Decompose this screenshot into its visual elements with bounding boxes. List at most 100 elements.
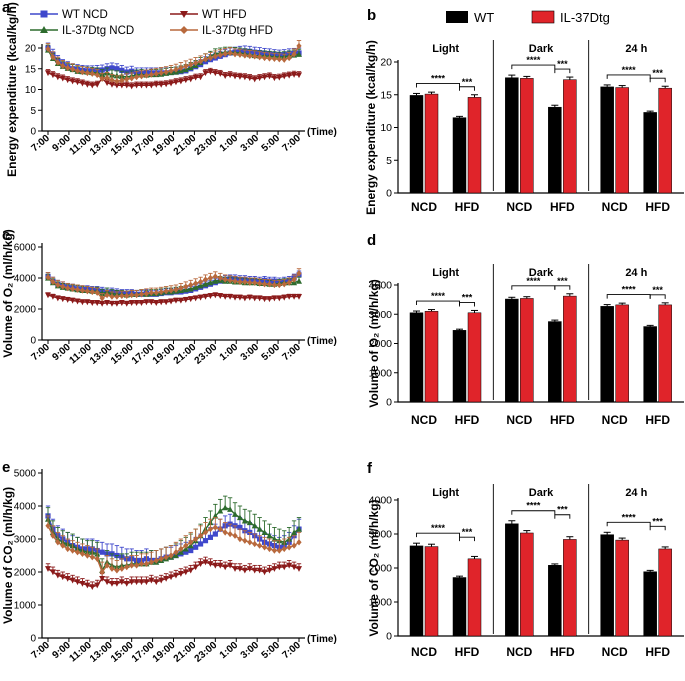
bar-il37dtg (563, 295, 577, 403)
data-point (222, 276, 228, 283)
x-tick-label: 15:00 (109, 342, 136, 367)
significance-bracket (554, 514, 571, 519)
series-line (47, 70, 300, 87)
significance-label: **** (431, 73, 446, 83)
legend-label-il37: IL-37Dtg (560, 10, 610, 25)
bar-il37dtg (658, 87, 672, 194)
data-point (89, 288, 95, 296)
data-point (89, 82, 96, 89)
data-point (163, 553, 169, 561)
legend-item-il37: IL-37Dtg (531, 10, 610, 25)
y-tick-label: 10 (380, 122, 392, 134)
data-point (227, 277, 233, 284)
data-point (163, 287, 169, 295)
significance-label: **** (431, 523, 446, 533)
data-point (55, 59, 61, 66)
data-point (241, 567, 248, 574)
data-point (291, 564, 298, 571)
data-point (54, 74, 61, 81)
x-tick-label: 19:00 (151, 342, 178, 367)
data-point (236, 566, 243, 572)
data-point (252, 53, 258, 60)
bar-wt (548, 565, 562, 637)
condition-label: Light (432, 487, 459, 499)
panel-a: a 0 5 10 15 20 Energy expenditure (kcal/kg/h) 7… (2, 0, 337, 177)
x-tick-label: 3:00 (239, 640, 262, 662)
data-point (207, 293, 214, 300)
data-point (187, 76, 194, 83)
group-label: HFD (455, 200, 480, 214)
series-wt-hfd (45, 292, 302, 307)
data-point (193, 280, 199, 287)
group-label: HFD (455, 645, 480, 659)
data-point (197, 58, 204, 65)
data-point (276, 74, 283, 81)
bar-il37dtg (563, 539, 577, 637)
data-point (227, 294, 234, 300)
data-point (266, 567, 273, 574)
data-point (261, 74, 268, 81)
y-axis-label: Volume of O₂ (ml/h/kg) (367, 279, 381, 407)
bar-wt (409, 312, 424, 403)
data-point (84, 582, 91, 589)
data-point (60, 283, 66, 290)
data-point (84, 69, 90, 77)
data-point (232, 532, 238, 539)
data-point (192, 74, 199, 81)
data-point (252, 540, 258, 548)
bar-il37dtg (615, 539, 629, 637)
data-point (207, 279, 214, 286)
data-point (251, 295, 258, 302)
data-point (286, 72, 293, 79)
data-point (143, 82, 150, 89)
data-point (143, 290, 150, 297)
bar-il37dtg (615, 87, 629, 194)
y-tick-label: 0 (30, 634, 36, 645)
data-point (148, 289, 154, 296)
bar-wt (643, 112, 657, 194)
legend-label-wt-hfd: WT HFD (202, 9, 247, 21)
bar-legend: WT IL-37Dtg (446, 10, 610, 25)
group-label: NCD (411, 645, 437, 659)
data-point (138, 82, 145, 89)
data-point (119, 77, 125, 84)
data-point (227, 562, 234, 569)
data-point (104, 74, 110, 82)
x-tick-label: 3:00 (239, 133, 262, 155)
data-point (192, 284, 199, 290)
data-point (119, 292, 125, 300)
data-point (296, 525, 302, 532)
data-point (153, 557, 159, 564)
data-point (281, 281, 287, 288)
data-point (74, 286, 81, 293)
data-point (296, 277, 302, 284)
x-tick-label: 11:00 (68, 640, 95, 665)
data-point (197, 294, 204, 301)
data-point (99, 576, 106, 582)
bar-il37dtg (424, 546, 439, 637)
data-point (124, 563, 130, 571)
data-point (69, 577, 76, 584)
data-point (133, 579, 140, 586)
data-point (70, 65, 76, 73)
data-point (99, 300, 106, 307)
data-point (236, 74, 243, 80)
data-point (256, 567, 263, 574)
data-point (70, 285, 76, 293)
group-label: NCD (506, 645, 532, 659)
x-tick-label: 7:00 (281, 640, 304, 662)
data-point (114, 567, 120, 574)
x-tick-label: 17:00 (130, 640, 157, 665)
data-point (89, 300, 96, 306)
data-point (172, 572, 179, 579)
bar-wt (505, 77, 519, 194)
data-point (236, 514, 243, 521)
data-point (79, 299, 86, 306)
group-label: NCD (506, 200, 532, 214)
data-point (212, 70, 219, 77)
data-point (227, 72, 234, 79)
data-point (168, 574, 175, 581)
significance-bracket (511, 285, 556, 290)
